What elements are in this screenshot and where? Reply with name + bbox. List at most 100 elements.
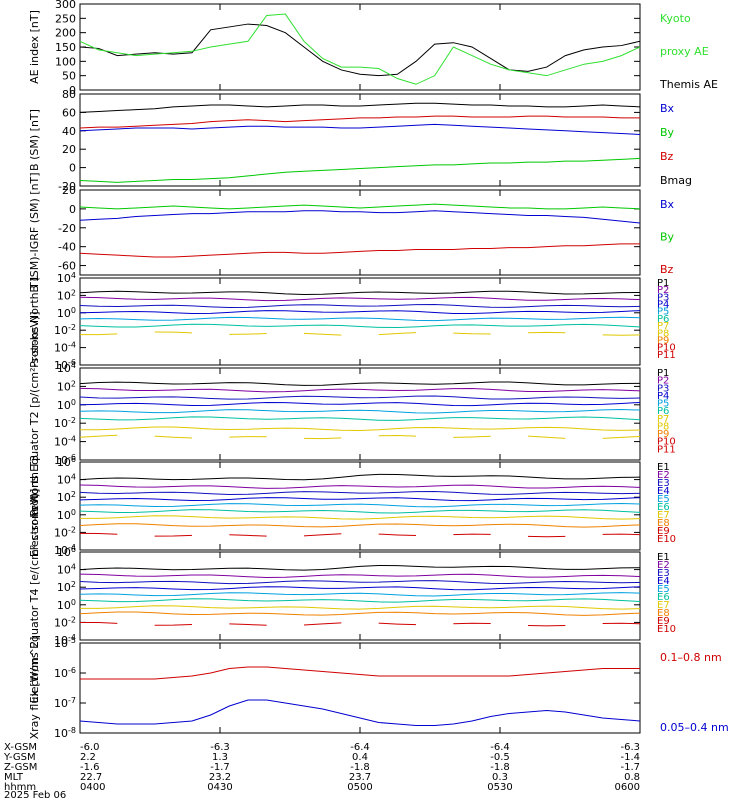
panel-7-series-e2 <box>79 573 641 578</box>
panel-5-series-p8-segment <box>527 435 566 439</box>
x-axis-value: 0.4 <box>352 752 368 763</box>
panel-5-series-p1 <box>79 381 641 386</box>
panel-7-series-e5 <box>79 592 641 597</box>
x-axis-row-label: hhmm <box>4 782 36 793</box>
panel-4-legend-item: P2 <box>657 285 669 296</box>
panel-5-legend-item: P10 <box>657 437 676 448</box>
panel-1-ytick-label: 250 <box>55 12 76 25</box>
panel-8-ytick-label: 10-7 <box>54 696 76 710</box>
panel-4-ytick-label: 104 <box>57 271 76 285</box>
panel-4-ytick-label: 102 <box>57 288 76 302</box>
x-axis-value: -6.4 <box>490 742 510 753</box>
panel-7-ytick-label: 106 <box>57 545 76 559</box>
panel-5-legend-item: P5 <box>657 399 669 410</box>
panel-5-series-p3 <box>79 395 641 400</box>
panel-1-legend-item: Kyoto <box>660 12 691 25</box>
panel-5-ytick-label: 102 <box>57 379 76 393</box>
panel-6-series-e2 <box>79 484 641 489</box>
panel-3-legend-item: Bz <box>660 263 674 276</box>
panel-6-legend-item: E3 <box>657 478 670 489</box>
panel-4-series-p2 <box>79 296 641 302</box>
panel-7-series-e9-segment <box>79 622 118 624</box>
panel-4-legend-item: P5 <box>657 307 669 318</box>
panel-2-series-by <box>79 157 641 183</box>
panel-5-ytick-label: 10-2 <box>54 416 76 430</box>
panel-4-series-p7-segment <box>303 332 342 336</box>
panel-1-ytick-label: 300 <box>55 0 76 11</box>
panel-5-series-p2 <box>79 387 641 393</box>
panel-7-series-e9-segment <box>303 622 342 626</box>
x-axis-value: 0600 <box>615 782 640 793</box>
panel-4-series-p3 <box>79 304 641 308</box>
x-axis-value: 0400 <box>80 782 105 793</box>
panel-7-series-e9-segment <box>378 622 417 626</box>
panel-5-series-p8-segment <box>453 435 491 438</box>
panel-6-series-e9-segment <box>229 534 267 537</box>
panel-7-legend-item: E9 <box>657 616 670 627</box>
panel-5-series-p5 <box>79 409 641 414</box>
panel-4-series-p7-segment <box>229 333 267 335</box>
panel-2-ytick-label: 0 <box>69 162 76 175</box>
panel-6-series-e5 <box>79 502 641 508</box>
panel-4-frame <box>79 277 641 366</box>
panel-3-ytick-label: -60 <box>58 260 76 273</box>
x-axis-value: 0.3 <box>492 772 508 783</box>
x-axis-row-label: Y-GSM <box>3 752 36 763</box>
panel-3-ytick-label: -40 <box>58 241 76 254</box>
x-axis-value: 0500 <box>347 782 372 793</box>
panel-5-legend-item: P9 <box>657 429 669 440</box>
panel-2-series-bx <box>79 123 641 135</box>
panel-8-legend-item: 0.1–0.8 nm <box>660 651 722 664</box>
panel-7-series-e8 <box>79 611 641 616</box>
panel-3-legend-item: By <box>660 231 675 244</box>
panel-6-legend-item: E9 <box>657 526 670 537</box>
panel-1-ytick-label: 100 <box>55 55 76 68</box>
x-axis-value: -6.3 <box>620 742 640 753</box>
panel-4-legend-item: P4 <box>657 300 669 311</box>
panel-3-series-by <box>79 203 641 210</box>
panel-5-series-p8-segment <box>79 434 118 438</box>
panel-4-legend-item: P10 <box>657 343 676 354</box>
panel-7-legend-item: E1 <box>657 552 670 563</box>
panel-7-series-e7 <box>79 605 641 610</box>
panel-3-ytick-label: -20 <box>58 222 76 235</box>
panel-4-series-p7-segment <box>154 331 193 334</box>
x-axis-value: -0.5 <box>490 752 510 763</box>
panel-7-ytick-label: 104 <box>57 563 76 577</box>
panel-5-ylabel: Protons Equator T2 [p/(cm²-s-sr-keV)] <box>28 311 41 516</box>
panel-2-ytick-label: 20 <box>62 143 76 156</box>
panel-5-frame <box>79 367 641 461</box>
panel-4-legend-item: P9 <box>657 335 669 346</box>
panel-7-series-e1 <box>79 565 641 571</box>
panel-7-legend-item: E4 <box>657 576 670 587</box>
x-axis-value: -6.3 <box>210 742 230 753</box>
panel-8-series-0-05-0-4-nm <box>79 699 641 726</box>
panel-7-series-e9-segment <box>229 623 267 626</box>
panel-6-series-e9-segment <box>79 532 118 535</box>
panel-2-legend-item: Bx <box>660 102 675 115</box>
panel-4-ytick-label: 10-4 <box>54 341 76 355</box>
panel-4-series-p7-segment <box>453 332 491 335</box>
panel-5-ytick-label: 10-4 <box>54 435 76 449</box>
panel-5-series-p8-segment <box>303 437 342 440</box>
panel-5-ytick-label: 104 <box>57 361 76 375</box>
panel-6-series-e4 <box>79 497 641 502</box>
panel-1-ytick-label: 200 <box>55 27 76 40</box>
panel-6-legend-item: E7 <box>657 510 670 521</box>
panel-5-series-p8-segment <box>154 435 193 439</box>
panel-4-legend-item: P11 <box>657 350 676 361</box>
panel-4-legend-item: P6 <box>657 314 669 325</box>
panel-5-legend-item: P1 <box>657 368 669 379</box>
panel-4-series-p1 <box>79 290 641 295</box>
x-axis-date: 2025 Feb 06 <box>4 790 66 800</box>
x-axis-value: -1.8 <box>490 762 510 773</box>
panel-4-legend-item: P3 <box>657 292 669 303</box>
panel-2-legend-item: Bz <box>660 150 674 163</box>
panel-6-legend-item: E2 <box>657 470 670 481</box>
panel-6-ytick-label: 102 <box>57 490 76 504</box>
panel-6-legend-item: E8 <box>657 518 670 529</box>
panel-3-series-bx <box>79 210 641 224</box>
panel-6-ylabel: Electrons North T3 <box>28 455 41 557</box>
x-axis-value: -1.8 <box>350 762 370 773</box>
